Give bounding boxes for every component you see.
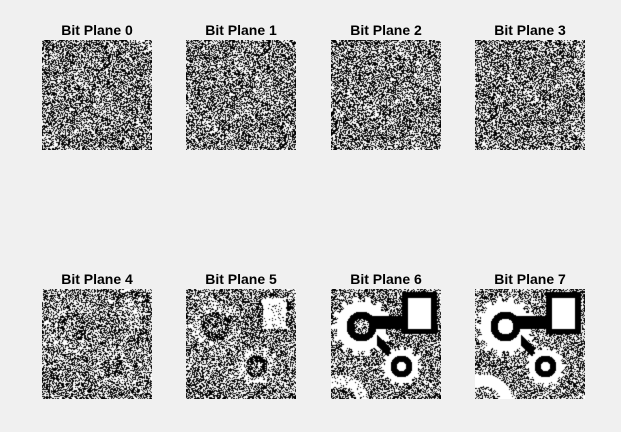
bit-plane-5-image — [186, 289, 296, 399]
bit-plane-3-title: Bit Plane 3 — [494, 22, 566, 38]
bit-plane-7-image — [475, 289, 585, 399]
bit-plane-2-image — [331, 40, 441, 150]
bit-plane-4-title: Bit Plane 4 — [61, 271, 133, 287]
bit-plane-7-title: Bit Plane 7 — [494, 271, 566, 287]
bit-plane-2-title: Bit Plane 2 — [350, 22, 422, 38]
bit-plane-1-title: Bit Plane 1 — [205, 22, 277, 38]
bit-plane-1-image — [186, 40, 296, 150]
bit-plane-0-image — [42, 40, 152, 150]
bit-plane-4-image — [42, 289, 152, 399]
bit-plane-0-title: Bit Plane 0 — [61, 22, 133, 38]
bit-plane-3-image — [475, 40, 585, 150]
bit-plane-6-title: Bit Plane 6 — [350, 271, 422, 287]
bit-plane-6-image — [331, 289, 441, 399]
bit-plane-5-title: Bit Plane 5 — [205, 271, 277, 287]
